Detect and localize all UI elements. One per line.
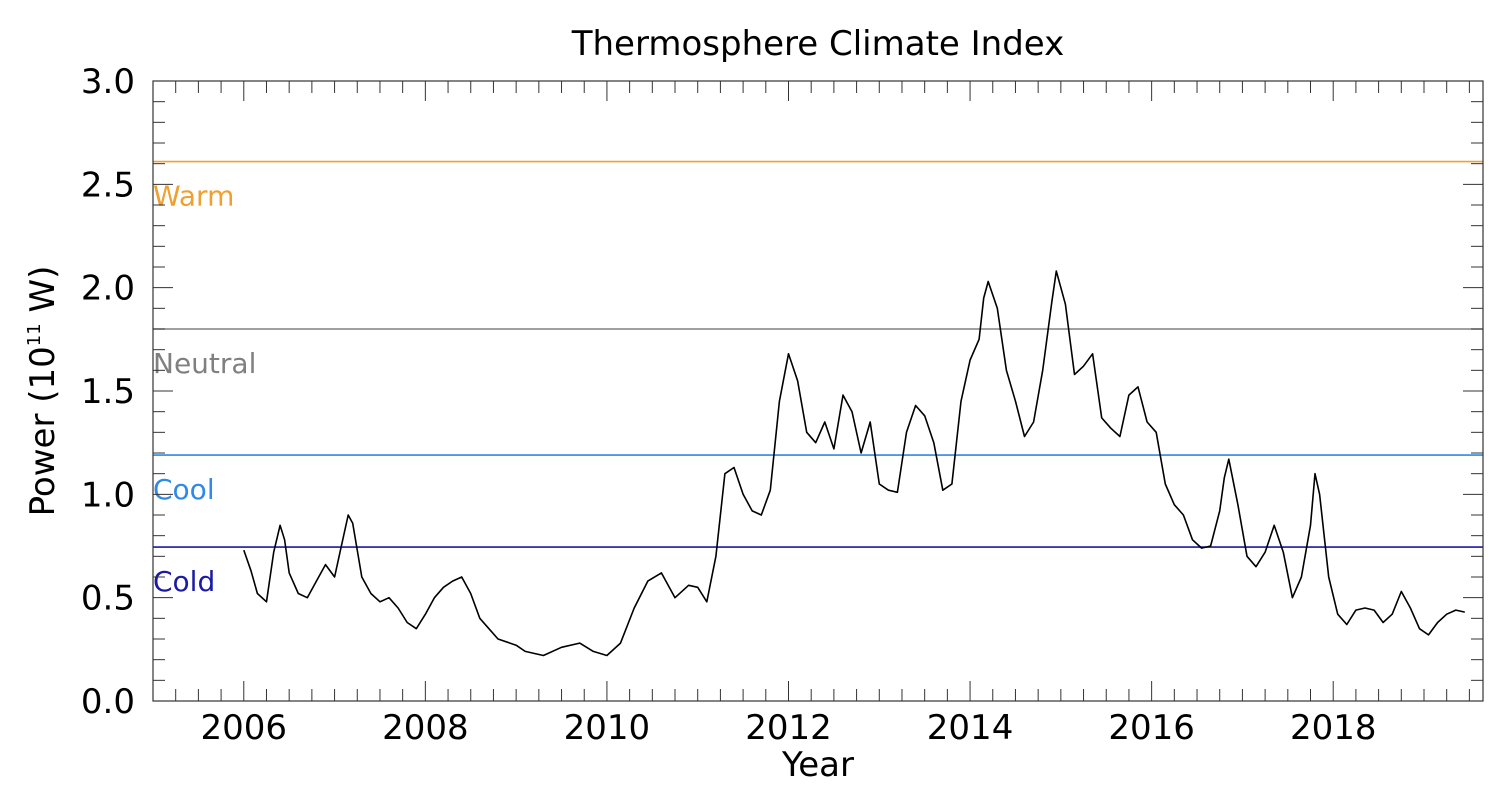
y-tick-label: 2.0 xyxy=(81,269,135,309)
level-label-neutral: Neutral xyxy=(153,347,256,380)
x-tick-label: 2018 xyxy=(1290,708,1377,748)
y-axis-label-main: Power (10 xyxy=(23,346,63,516)
chart-title: Thermosphere Climate Index xyxy=(571,24,1065,64)
y-axis-label-exponent: 11 xyxy=(24,323,45,346)
y-tick-label: 0.5 xyxy=(81,579,135,619)
y-tick-label: 1.0 xyxy=(81,475,135,515)
x-tick-label: 2010 xyxy=(564,708,651,748)
axis-ticks xyxy=(152,80,1483,702)
x-tick-label: 2008 xyxy=(382,708,469,748)
x-tick-label: 2012 xyxy=(745,708,832,748)
y-axis-label-unit: W) xyxy=(23,266,63,324)
reference-levels: Warm Neutral Cool Cold xyxy=(153,160,1483,598)
y-tick-label: 3.0 xyxy=(81,62,135,102)
tick-labels: 2006 2008 2010 2012 2014 2016 2018 0.0 0.5 1.0 1.5… xyxy=(81,62,1377,748)
y-axis-label: Power (1011 W) xyxy=(23,266,63,517)
x-tick-label: 2006 xyxy=(201,708,288,748)
y-tick-label: 1.5 xyxy=(81,372,135,412)
x-tick-label: 2016 xyxy=(1108,708,1195,748)
level-label-cold: Cold xyxy=(153,565,215,598)
y-tick-label: 2.5 xyxy=(81,165,135,205)
x-tick-label: 2014 xyxy=(927,708,1014,748)
tci-series-line xyxy=(243,270,1465,657)
x-axis-label: Year xyxy=(781,745,854,785)
y-tick-label: 0.0 xyxy=(81,682,135,722)
level-label-cool: Cool xyxy=(153,473,215,506)
plot-frame xyxy=(152,80,1484,702)
level-label-warm: Warm xyxy=(153,180,234,213)
